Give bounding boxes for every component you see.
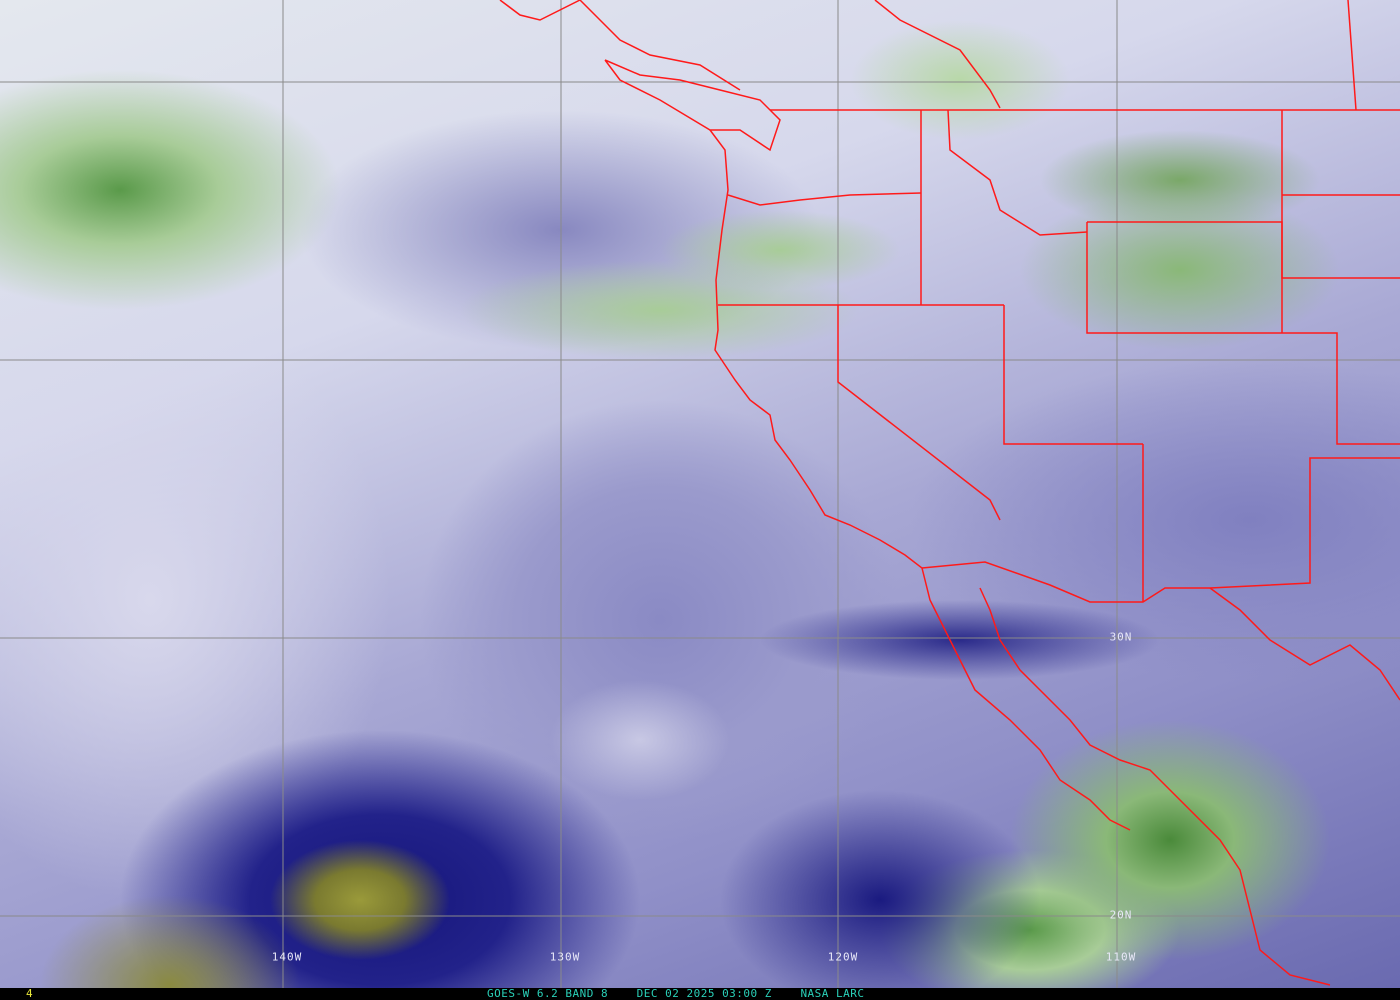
longitude-label-130w: 130W bbox=[549, 950, 581, 964]
longitude-label-110w: 110W bbox=[1105, 950, 1137, 964]
bc-inlets bbox=[499, 0, 741, 91]
wyoming-border bbox=[1087, 221, 1283, 333]
longitude-label-120w: 120W bbox=[827, 950, 859, 964]
image-datetime: DEC 02 2025 03:00 Z bbox=[636, 987, 772, 1000]
satellite-band: GOES-W 6.2 BAND 8 bbox=[487, 987, 609, 1000]
utah-colorado-border bbox=[1086, 222, 1400, 445]
us-mexico-border bbox=[921, 457, 1400, 603]
longitude-label-140w: 140W bbox=[271, 950, 303, 964]
west-coast-coastline bbox=[709, 129, 1131, 831]
frame-number: 4 bbox=[26, 987, 33, 1000]
washington-oregon-border bbox=[727, 192, 922, 206]
california-nevada-border bbox=[837, 305, 1001, 521]
east-state-borders bbox=[1281, 110, 1400, 279]
latitude-label-20n: 20N bbox=[1109, 908, 1133, 922]
mainland-mexico-coast bbox=[1209, 587, 1400, 701]
image-caption: GOES-W 6.2 BAND 8 DEC 02 2025 03:00 Z NA… bbox=[487, 988, 865, 1000]
image-source: NASA LARC bbox=[800, 987, 865, 1000]
canada-boundary-north bbox=[874, 0, 1001, 109]
montana-border bbox=[947, 109, 1088, 236]
nevada-utah-border bbox=[1003, 305, 1143, 445]
coastlines-and-borders bbox=[499, 0, 1400, 986]
bc-coastline bbox=[604, 59, 781, 152]
canada-boundary-east bbox=[1347, 0, 1357, 111]
latitude-label-30n: 30N bbox=[1109, 630, 1133, 644]
status-bar: 4 GOES-W 6.2 BAND 8 DEC 02 2025 03:00 Z … bbox=[0, 988, 1400, 1000]
gulf-of-california-coast bbox=[979, 587, 1331, 986]
